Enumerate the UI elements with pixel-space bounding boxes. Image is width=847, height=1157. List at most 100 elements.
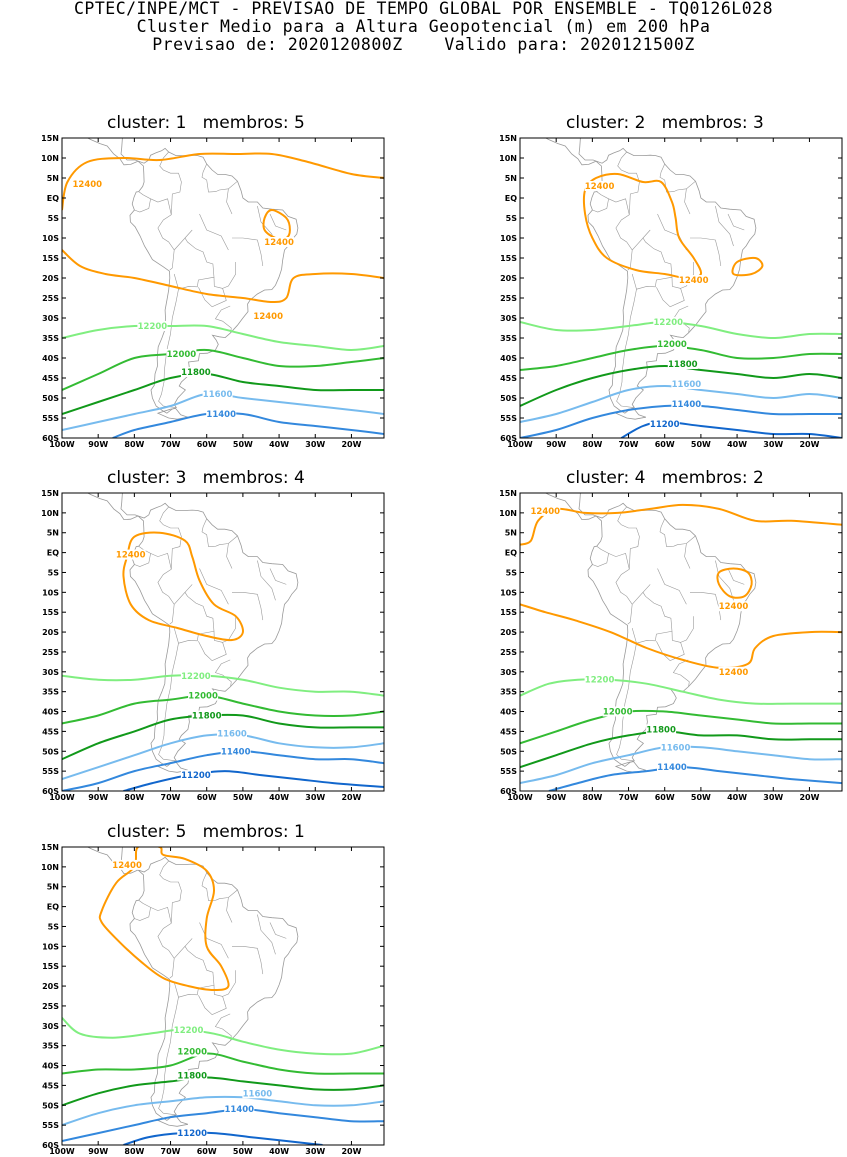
country-border <box>198 985 227 1016</box>
contour-12400 <box>62 249 384 303</box>
country-border <box>134 545 151 567</box>
contour-label-12400: 12400 <box>585 182 615 192</box>
lon-tick-label: 90W <box>88 793 108 802</box>
country-border <box>656 277 685 308</box>
lon-tick-label: 20W <box>799 440 819 449</box>
lon-tick-label: 60W <box>197 793 217 802</box>
lat-tick-label: 60S <box>42 1141 59 1150</box>
contour-label-bg <box>112 859 143 870</box>
lat-tick-label: 5N <box>47 529 59 538</box>
lon-tick-label: 70W <box>161 1147 181 1156</box>
country-border <box>157 569 175 625</box>
country-border <box>150 907 172 924</box>
contour-12200 <box>62 324 384 351</box>
map-panel-cluster-4: 12400 12400 12400 12200 12000 11800 11600 11400… <box>499 489 843 802</box>
lat-tick-label: 40S <box>500 708 517 717</box>
lon-tick-label: 80W <box>124 1147 144 1156</box>
contour-12400 <box>716 567 753 599</box>
contour-label-bg <box>657 339 687 349</box>
lat-tick-label: 55S <box>42 1121 59 1130</box>
contour-label-12000: 12000 <box>167 350 197 360</box>
country-border <box>159 506 182 570</box>
contour-label-bg <box>646 724 677 735</box>
contour-12200 <box>62 674 384 697</box>
map-frame <box>519 137 843 439</box>
lon-tick-label: 80W <box>124 440 144 449</box>
contour-label-bg <box>220 746 251 757</box>
contour-11400 <box>112 412 384 438</box>
map-panel-cluster-2: 12400 12400 12200 12000 11800 11600 11400 11200… <box>499 134 843 449</box>
country-border <box>184 229 193 239</box>
lat-tick-label: 55S <box>500 767 517 776</box>
lat-tick-label: 35S <box>42 1042 59 1051</box>
lon-tick-label: 70W <box>161 440 181 449</box>
lat-tick-label: 15S <box>42 962 59 971</box>
contour-11200 <box>123 770 384 791</box>
contour-11800 <box>62 1076 384 1107</box>
contour-label-12200: 12200 <box>181 672 211 682</box>
map-frame <box>61 137 385 439</box>
contour-label-11800: 11800 <box>668 360 698 370</box>
lat-tick-label: 15S <box>500 608 517 617</box>
contour-label-11400: 11400 <box>672 400 702 410</box>
lon-tick-label: 40W <box>269 1147 289 1156</box>
lat-tick-label: 5N <box>47 883 59 892</box>
contour-11200 <box>620 421 842 438</box>
lon-tick-label: 80W <box>124 793 144 802</box>
lat-tick-label: 60S <box>500 787 517 796</box>
country-border <box>226 897 233 923</box>
lon-tick-label: 30W <box>305 793 325 802</box>
lat-tick-label: 45S <box>42 1081 59 1090</box>
contour-label-12200: 12200 <box>654 318 684 328</box>
country-border <box>134 191 151 213</box>
country-border <box>690 592 722 621</box>
lon-tick-label: 70W <box>161 793 181 802</box>
lat-tick-label: 50S <box>42 394 59 403</box>
country-border <box>173 237 215 290</box>
lat-tick-label: 25S <box>500 294 517 303</box>
lon-tick-label: 20W <box>341 440 361 449</box>
country-border <box>150 198 172 215</box>
country-border <box>232 237 264 267</box>
contour-12400 <box>520 503 842 546</box>
lat-tick-label: 15N <box>499 489 517 498</box>
map-content: 12400 12400 12400 12200 12000 11800 11600 11400 <box>520 493 842 791</box>
contour-label-11800: 11800 <box>192 712 222 722</box>
country-border <box>631 237 673 290</box>
contour-label-12000: 12000 <box>603 708 633 718</box>
country-border <box>201 518 238 547</box>
country-border <box>642 229 651 239</box>
lat-tick-label: 5S <box>506 568 518 577</box>
country-border <box>684 543 691 569</box>
contour-label-11600: 11600 <box>672 380 702 390</box>
contour-11800 <box>520 730 842 769</box>
lat-tick-label: 10S <box>42 588 59 597</box>
lat-tick-label: EQ <box>505 194 517 203</box>
lon-tick-label: 100W <box>507 440 533 449</box>
country-border <box>134 899 151 921</box>
lon-tick-label: 80W <box>582 793 602 802</box>
header-dates-line: Previsao de: 2020120800Z Valido para: 20… <box>152 35 695 54</box>
contour-label-bg <box>602 706 633 717</box>
contour-label-bg <box>191 710 222 721</box>
country-border <box>616 289 637 408</box>
lat-tick-label: 5N <box>505 174 517 183</box>
lat-tick-label: 40S <box>500 354 517 363</box>
country-border <box>184 584 193 593</box>
lat-tick-label: 30S <box>42 314 59 323</box>
country-border <box>657 568 687 605</box>
contour-11800 <box>62 372 384 415</box>
country-border <box>201 163 238 193</box>
country-border <box>608 198 630 215</box>
lat-tick-label: 35S <box>500 688 517 697</box>
lat-tick-label: 35S <box>42 334 59 343</box>
contour-label-bg <box>224 1104 255 1115</box>
country-border <box>257 914 276 955</box>
lon-tick-label: 40W <box>727 793 747 802</box>
country-border <box>199 568 229 605</box>
contour-12000 <box>62 1052 384 1075</box>
contour-label-bg <box>115 549 146 560</box>
lon-tick-label: 20W <box>341 1147 361 1156</box>
axes: 100W 90W 80W 70W 60W 50W 40W 30W 20W 15N 10N 5N EQ 5S… <box>41 843 384 1156</box>
contour-label-12000: 12000 <box>657 340 687 350</box>
